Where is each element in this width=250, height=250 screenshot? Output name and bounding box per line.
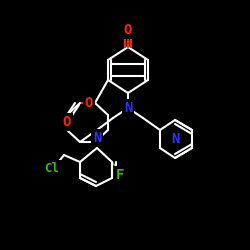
Text: N: N [171, 132, 179, 146]
Text: O: O [63, 115, 71, 129]
Text: F: F [116, 168, 124, 182]
Text: Cl: Cl [44, 162, 60, 174]
Text: O: O [124, 23, 132, 37]
Text: N: N [124, 101, 132, 115]
Text: N: N [93, 131, 101, 145]
Text: O: O [85, 96, 93, 110]
